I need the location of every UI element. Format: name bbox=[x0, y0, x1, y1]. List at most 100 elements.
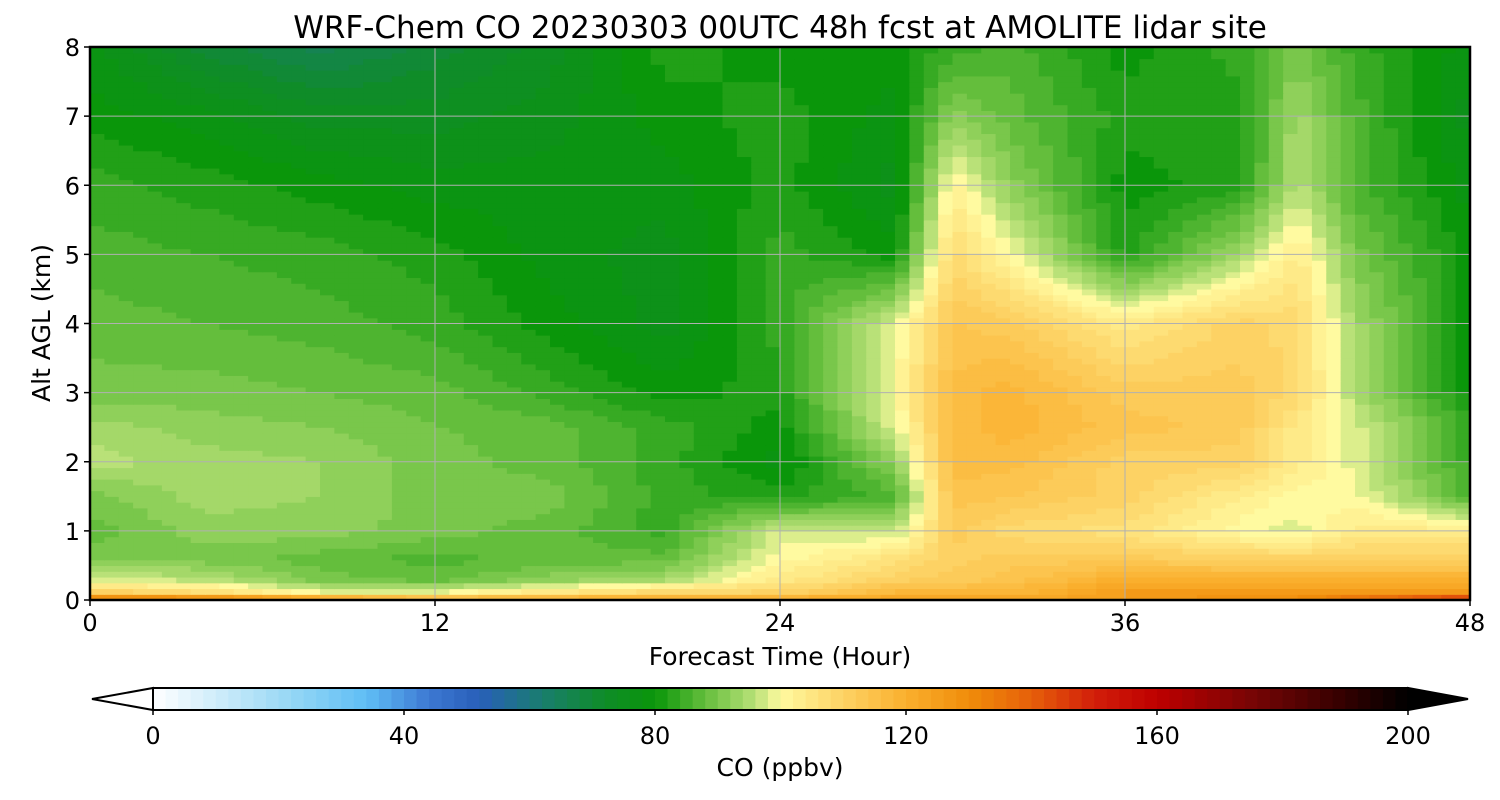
heatmap-cell bbox=[607, 432, 623, 440]
heatmap-cell bbox=[190, 409, 206, 417]
heatmap-cell bbox=[377, 381, 393, 388]
heatmap-cell bbox=[1326, 363, 1342, 371]
heatmap-cell bbox=[923, 329, 939, 336]
heatmap-cell bbox=[104, 479, 120, 486]
heatmap-cell bbox=[909, 594, 925, 600]
heatmap-cell bbox=[1283, 352, 1299, 359]
heatmap-cell bbox=[851, 415, 867, 423]
heatmap-cell bbox=[1211, 473, 1227, 480]
heatmap-cell bbox=[190, 340, 206, 348]
heatmap-cell bbox=[1455, 398, 1470, 405]
heatmap-cell bbox=[449, 427, 465, 434]
heatmap-cell bbox=[449, 392, 465, 399]
heatmap-cell bbox=[1153, 559, 1169, 567]
heatmap-cell bbox=[435, 438, 450, 446]
heatmap-cell bbox=[1211, 335, 1227, 342]
heatmap-cell bbox=[693, 340, 709, 348]
heatmap-cell bbox=[1426, 438, 1442, 446]
heatmap-cell bbox=[1225, 473, 1241, 480]
heatmap-cell bbox=[621, 484, 637, 492]
heatmap-cell bbox=[880, 542, 896, 549]
heatmap-cell bbox=[895, 392, 910, 399]
heatmap-cell bbox=[1398, 375, 1414, 382]
heatmap-cell bbox=[607, 559, 623, 567]
heatmap-cell bbox=[866, 553, 882, 561]
heatmap-cell bbox=[593, 398, 609, 405]
heatmap-cell bbox=[1196, 565, 1212, 572]
heatmap-cell bbox=[1326, 548, 1342, 555]
heatmap-cell bbox=[1125, 386, 1140, 394]
heatmap-cell bbox=[1340, 381, 1356, 388]
heatmap-cell bbox=[176, 513, 192, 520]
heatmap-cell bbox=[262, 381, 278, 388]
heatmap-cell bbox=[751, 576, 767, 584]
heatmap-cell bbox=[248, 536, 264, 543]
heatmap-cell bbox=[880, 432, 896, 440]
heatmap-cell bbox=[1110, 548, 1126, 555]
heatmap-cell bbox=[1355, 513, 1370, 520]
heatmap-cell bbox=[880, 427, 896, 434]
heatmap-cell bbox=[118, 300, 134, 307]
heatmap-cell bbox=[1225, 398, 1241, 405]
heatmap-cell bbox=[1441, 479, 1457, 486]
heatmap-cell bbox=[636, 346, 652, 353]
heatmap-cell bbox=[995, 311, 1011, 319]
heatmap-cell bbox=[636, 415, 652, 423]
heatmap-cell bbox=[262, 467, 278, 474]
heatmap-cell bbox=[995, 340, 1011, 348]
heatmap-cell bbox=[1096, 323, 1112, 330]
heatmap-cell bbox=[1426, 306, 1442, 313]
heatmap-cell bbox=[1168, 473, 1184, 480]
heatmap-cell bbox=[923, 432, 939, 440]
heatmap-cell bbox=[1125, 306, 1140, 313]
heatmap-cell bbox=[1297, 381, 1313, 388]
heatmap-cell bbox=[794, 553, 810, 561]
heatmap-cell bbox=[1383, 415, 1399, 423]
heatmap-cell bbox=[1326, 432, 1342, 440]
heatmap-cell bbox=[866, 329, 882, 336]
heatmap-cell bbox=[406, 461, 422, 469]
heatmap-cell bbox=[1355, 536, 1370, 543]
heatmap-cell bbox=[880, 317, 896, 325]
heatmap-cell bbox=[880, 594, 896, 600]
heatmap-cell bbox=[1398, 363, 1414, 371]
heatmap-cell bbox=[765, 363, 781, 371]
heatmap-cell bbox=[1024, 542, 1040, 549]
heatmap-cell bbox=[291, 536, 307, 543]
heatmap-cell bbox=[808, 484, 824, 492]
heatmap-cell bbox=[866, 415, 882, 423]
heatmap-cell bbox=[305, 346, 321, 353]
heatmap-cell bbox=[751, 553, 767, 561]
heatmap-cell bbox=[1297, 317, 1313, 325]
heatmap-cell bbox=[1053, 427, 1069, 434]
heatmap-cell bbox=[1340, 438, 1356, 446]
heatmap-cell bbox=[90, 335, 105, 342]
heatmap-cell bbox=[348, 363, 364, 371]
heatmap-cell bbox=[1441, 455, 1457, 463]
heatmap-cell bbox=[133, 467, 149, 474]
heatmap-cell bbox=[938, 375, 954, 382]
heatmap-cell bbox=[1398, 496, 1414, 503]
heatmap-cell bbox=[176, 409, 192, 417]
heatmap-cell bbox=[305, 352, 321, 359]
heatmap-cell bbox=[1024, 438, 1040, 446]
heatmap-cell bbox=[722, 323, 738, 330]
heatmap-cell bbox=[550, 484, 565, 492]
heatmap-cell bbox=[334, 444, 350, 451]
heatmap-cell bbox=[363, 576, 379, 584]
heatmap-cell bbox=[1067, 576, 1083, 584]
heatmap-cell bbox=[866, 335, 882, 342]
heatmap-cell bbox=[334, 335, 350, 342]
heatmap-cell bbox=[794, 363, 810, 371]
heatmap-cell bbox=[1182, 513, 1198, 520]
heatmap-cell bbox=[1125, 432, 1140, 440]
heatmap-cell bbox=[665, 588, 680, 595]
heatmap-cell bbox=[981, 576, 997, 584]
heatmap-cell bbox=[176, 473, 192, 480]
heatmap-cell bbox=[262, 421, 278, 428]
heatmap-cell bbox=[133, 444, 149, 451]
heatmap-cell bbox=[348, 427, 364, 434]
heatmap-cell bbox=[1211, 409, 1227, 417]
heatmap-cell bbox=[248, 427, 264, 434]
heatmap-cell bbox=[449, 358, 465, 365]
